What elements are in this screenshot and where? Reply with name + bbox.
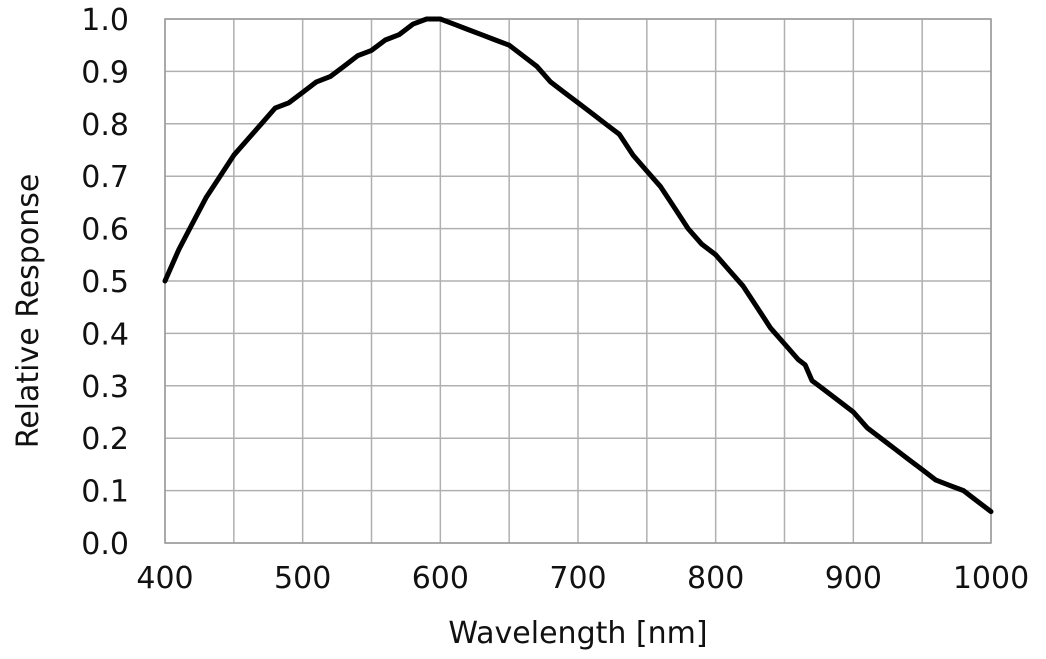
x-tick-label: 400	[136, 561, 193, 596]
x-tick-label: 900	[825, 561, 882, 596]
y-tick-label: 0.3	[81, 370, 129, 405]
y-tick-label: 0.2	[81, 422, 129, 457]
x-tick-label: 700	[549, 561, 606, 596]
x-axis-title: Wavelength [nm]	[448, 616, 707, 651]
response-curve	[162, 16, 994, 515]
x-tick-label: 500	[274, 561, 331, 596]
x-tick-label: 600	[412, 561, 469, 596]
y-tick-label: 0.8	[81, 108, 129, 143]
y-tick-label: 0.9	[81, 55, 129, 90]
x-tick-labels: 400 500 600 700 800 900 1000	[136, 561, 1029, 596]
y-tick-label: 0.7	[81, 160, 129, 195]
y-tick-label: 0.6	[81, 213, 129, 248]
y-tick-label: 0.0	[81, 527, 129, 562]
y-tick-label: 1.0	[81, 3, 129, 38]
y-axis-title: Relative Response	[11, 174, 46, 449]
x-tick-label: 1000	[953, 561, 1029, 596]
y-tick-label: 0.5	[81, 265, 129, 300]
series-layer	[162, 16, 994, 515]
y-tick-label: 0.1	[81, 475, 129, 510]
x-tick-label: 800	[687, 561, 744, 596]
gridlines	[164, 18, 992, 544]
y-tick-labels: 0.0 0.1 0.2 0.3 0.4 0.5 0.6 0.7 0.8 0.9 1.0	[81, 3, 129, 562]
y-tick-label: 0.4	[81, 317, 129, 352]
